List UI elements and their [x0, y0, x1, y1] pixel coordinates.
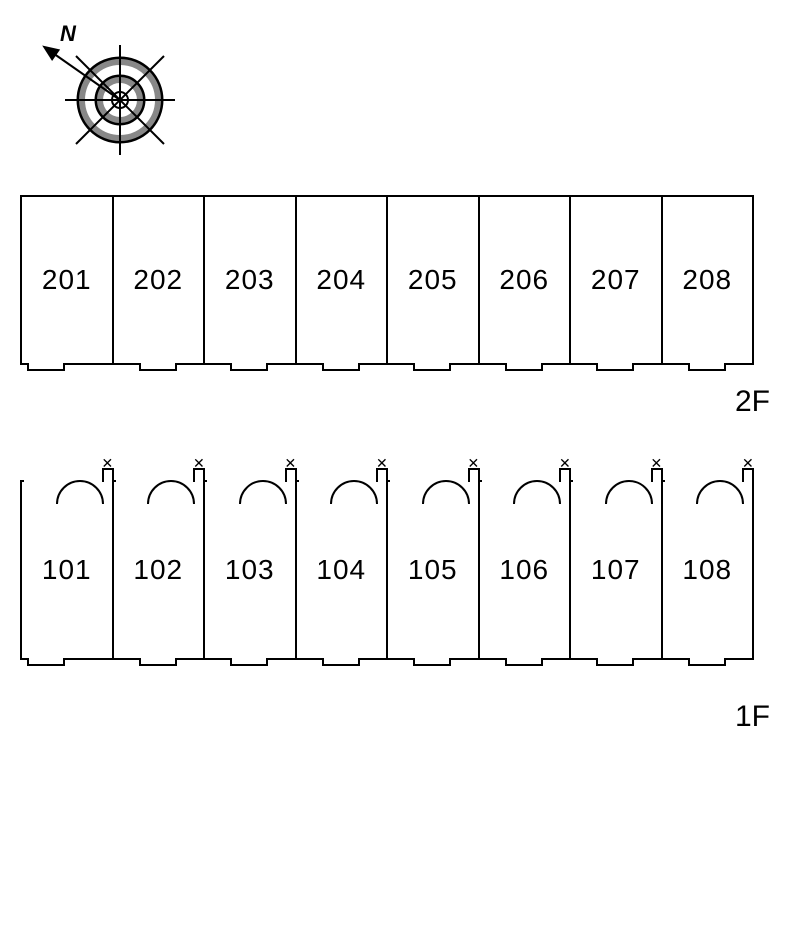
unit-201: 201: [20, 195, 114, 365]
unit-208: 208: [661, 195, 755, 365]
unit-label: 104: [316, 554, 366, 586]
door-marker-icon: ✕: [285, 458, 299, 470]
unit-101: ✕ 101: [20, 480, 114, 660]
unit-105: ✕ 105: [386, 480, 480, 660]
unit-206: 206: [478, 195, 572, 365]
unit-107: ✕ 107: [569, 480, 663, 660]
window-tab-icon: [505, 363, 543, 371]
unit-104: ✕ 104: [295, 480, 389, 660]
unit-label: 106: [499, 554, 549, 586]
unit-label: 205: [408, 264, 458, 296]
door-marker-icon: ✕: [468, 458, 482, 470]
floor-1-row: ✕ 101 ✕ 102 ✕ 103: [20, 480, 776, 660]
window-tab-icon: [322, 658, 360, 666]
unit-label: 204: [316, 264, 366, 296]
unit-207: 207: [569, 195, 663, 365]
svg-text:N: N: [60, 21, 77, 46]
door-arc-icon: [422, 480, 470, 504]
window-tab-icon: [596, 363, 634, 371]
unit-label: 101: [42, 554, 92, 586]
window-tab-icon: [322, 363, 360, 371]
door-arc-icon: [239, 480, 287, 504]
window-tab-icon: [413, 658, 451, 666]
window-tab-icon: [230, 658, 268, 666]
unit-106: ✕ 106: [478, 480, 572, 660]
window-tab-icon: [139, 363, 177, 371]
unit-204: 204: [295, 195, 389, 365]
floor-2-label: 2F: [735, 385, 770, 419]
window-tab-icon: [413, 363, 451, 371]
unit-label: 105: [408, 554, 458, 586]
door-arc-icon: [605, 480, 653, 504]
unit-108: ✕ 108: [661, 480, 755, 660]
door-marker-icon: ✕: [559, 458, 573, 470]
unit-103: ✕ 103: [203, 480, 297, 660]
unit-202: 202: [112, 195, 206, 365]
unit-205: 205: [386, 195, 480, 365]
floor-1-label: 1F: [735, 700, 770, 734]
door-marker-icon: ✕: [742, 458, 756, 470]
door-marker-icon: ✕: [193, 458, 207, 470]
unit-label: 203: [225, 264, 275, 296]
unit-label: 208: [682, 264, 732, 296]
window-tab-icon: [139, 658, 177, 666]
window-tab-icon: [230, 363, 268, 371]
door-arc-icon: [513, 480, 561, 504]
unit-label: 202: [133, 264, 183, 296]
unit-label: 201: [42, 264, 92, 296]
unit-102: ✕ 102: [112, 480, 206, 660]
window-tab-icon: [688, 658, 726, 666]
door-marker-icon: ✕: [376, 458, 390, 470]
unit-label: 102: [133, 554, 183, 586]
window-tab-icon: [596, 658, 634, 666]
unit-label: 206: [499, 264, 549, 296]
unit-label: 108: [682, 554, 732, 586]
window-tab-icon: [505, 658, 543, 666]
unit-label: 103: [225, 554, 275, 586]
window-tab-icon: [27, 363, 65, 371]
compass-icon: N: [30, 15, 180, 170]
window-tab-icon: [688, 363, 726, 371]
door-marker-icon: ✕: [102, 458, 116, 470]
door-arc-icon: [330, 480, 378, 504]
floor-2-row: 201 202 203 204 205 206: [20, 195, 776, 365]
unit-label: 207: [591, 264, 641, 296]
unit-203: 203: [203, 195, 297, 365]
door-marker-icon: ✕: [651, 458, 665, 470]
unit-label: 107: [591, 554, 641, 586]
door-arc-icon: [56, 480, 104, 504]
door-arc-icon: [696, 480, 744, 504]
window-tab-icon: [27, 658, 65, 666]
door-arc-icon: [147, 480, 195, 504]
